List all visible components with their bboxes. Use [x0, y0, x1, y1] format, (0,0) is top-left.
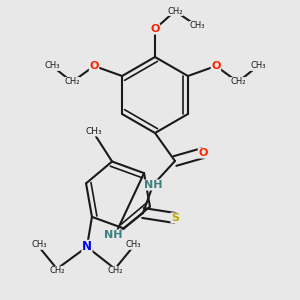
- Text: CH₂: CH₂: [230, 77, 246, 86]
- Text: O: O: [198, 148, 208, 158]
- Text: S: S: [171, 213, 179, 223]
- Text: CH₃: CH₃: [31, 240, 47, 249]
- Text: CH₃: CH₃: [125, 240, 141, 249]
- Text: CH₂: CH₂: [49, 266, 65, 275]
- Text: NH: NH: [144, 180, 162, 190]
- Text: O: O: [89, 61, 99, 71]
- Text: CH₂: CH₂: [107, 266, 123, 275]
- Text: CH₂: CH₂: [64, 77, 80, 86]
- Text: CH₂: CH₂: [167, 7, 183, 16]
- Text: O: O: [150, 24, 160, 34]
- Text: N: N: [82, 240, 92, 254]
- Text: CH₃: CH₃: [189, 22, 205, 31]
- Text: CH₃: CH₃: [86, 127, 102, 136]
- Text: NH: NH: [104, 230, 122, 240]
- Text: O: O: [211, 61, 220, 71]
- Text: CH₃: CH₃: [250, 61, 266, 70]
- Text: CH₃: CH₃: [44, 61, 60, 70]
